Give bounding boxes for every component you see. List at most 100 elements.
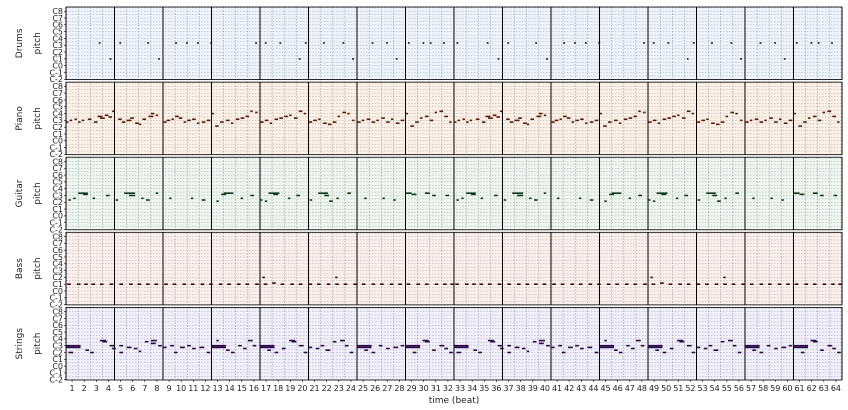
note (163, 346, 167, 349)
note (250, 194, 254, 197)
note (183, 121, 187, 123)
note (91, 283, 96, 285)
note (584, 122, 588, 125)
note (434, 283, 439, 285)
note (570, 283, 575, 285)
note (187, 344, 191, 347)
y-tick-label: C1 (52, 55, 63, 64)
x-tick-label: 35 (479, 384, 489, 393)
y-tick-label: C6 (52, 321, 63, 330)
note (831, 283, 835, 285)
note (406, 283, 411, 285)
note (788, 344, 793, 347)
note (76, 283, 81, 285)
note (398, 283, 402, 285)
note (764, 119, 767, 122)
note (443, 42, 445, 44)
note (146, 283, 150, 285)
note (304, 42, 307, 44)
note (715, 123, 720, 126)
note (272, 282, 276, 284)
note (675, 197, 679, 200)
note (837, 121, 840, 123)
y-tick-label: C6 (52, 21, 63, 30)
note (371, 121, 376, 123)
note (247, 339, 253, 342)
y-tick-label: C6 (52, 246, 63, 255)
y-tick-label: C5 (52, 253, 63, 262)
x-tick-label: 16 (249, 384, 259, 393)
note (313, 119, 317, 122)
note (400, 119, 405, 122)
note (832, 115, 836, 118)
note (126, 119, 132, 122)
note (410, 125, 414, 127)
note (706, 118, 709, 121)
note (192, 347, 196, 350)
note (199, 346, 205, 349)
note (656, 192, 668, 195)
x-tick-label: 10 (176, 384, 186, 393)
note (279, 117, 284, 119)
note (424, 340, 430, 343)
note (712, 194, 718, 197)
y-tick-label: C3 (52, 191, 63, 200)
note (289, 114, 292, 117)
note (648, 346, 663, 349)
note (316, 283, 321, 285)
y-tick-label: C-2 (49, 376, 63, 385)
note (138, 123, 142, 126)
note (274, 351, 279, 354)
note (411, 193, 417, 196)
note (466, 192, 476, 195)
note (226, 349, 230, 352)
note (456, 199, 459, 201)
note (260, 121, 264, 123)
note (521, 347, 526, 350)
note (706, 192, 716, 195)
note (68, 351, 74, 354)
note (672, 115, 676, 118)
note (291, 340, 297, 343)
x-tick-label: 38 (516, 384, 526, 393)
note (210, 42, 213, 44)
y-tick-label: C-2 (49, 225, 63, 234)
note (643, 283, 647, 285)
note (783, 58, 786, 60)
y-tick-label: C3 (52, 266, 63, 275)
note (714, 283, 719, 285)
note (146, 199, 150, 201)
track-name-label: Drums (15, 28, 25, 58)
note (737, 351, 742, 354)
note (68, 199, 71, 201)
y-tick-label: C7 (52, 314, 63, 323)
note (170, 344, 174, 347)
note (652, 42, 655, 44)
note (472, 283, 476, 285)
note (711, 122, 715, 125)
note (215, 125, 219, 127)
note (500, 347, 504, 350)
x-tick-label: 51 (673, 384, 683, 393)
note (274, 118, 279, 121)
note (318, 118, 321, 121)
note (720, 121, 725, 123)
note (158, 344, 162, 347)
track-frame (65, 156, 843, 231)
note (466, 121, 469, 123)
note (429, 42, 432, 44)
note (119, 283, 123, 285)
note (211, 112, 214, 115)
note (589, 199, 594, 201)
note (745, 346, 760, 349)
x-tick-label: 23 (334, 384, 344, 393)
note (594, 119, 599, 122)
note (759, 121, 764, 123)
note (190, 197, 194, 200)
x-tick-label: 49 (649, 384, 659, 393)
note (407, 42, 410, 44)
x-tick-label: 64 (831, 384, 841, 393)
track-frame (65, 306, 843, 381)
